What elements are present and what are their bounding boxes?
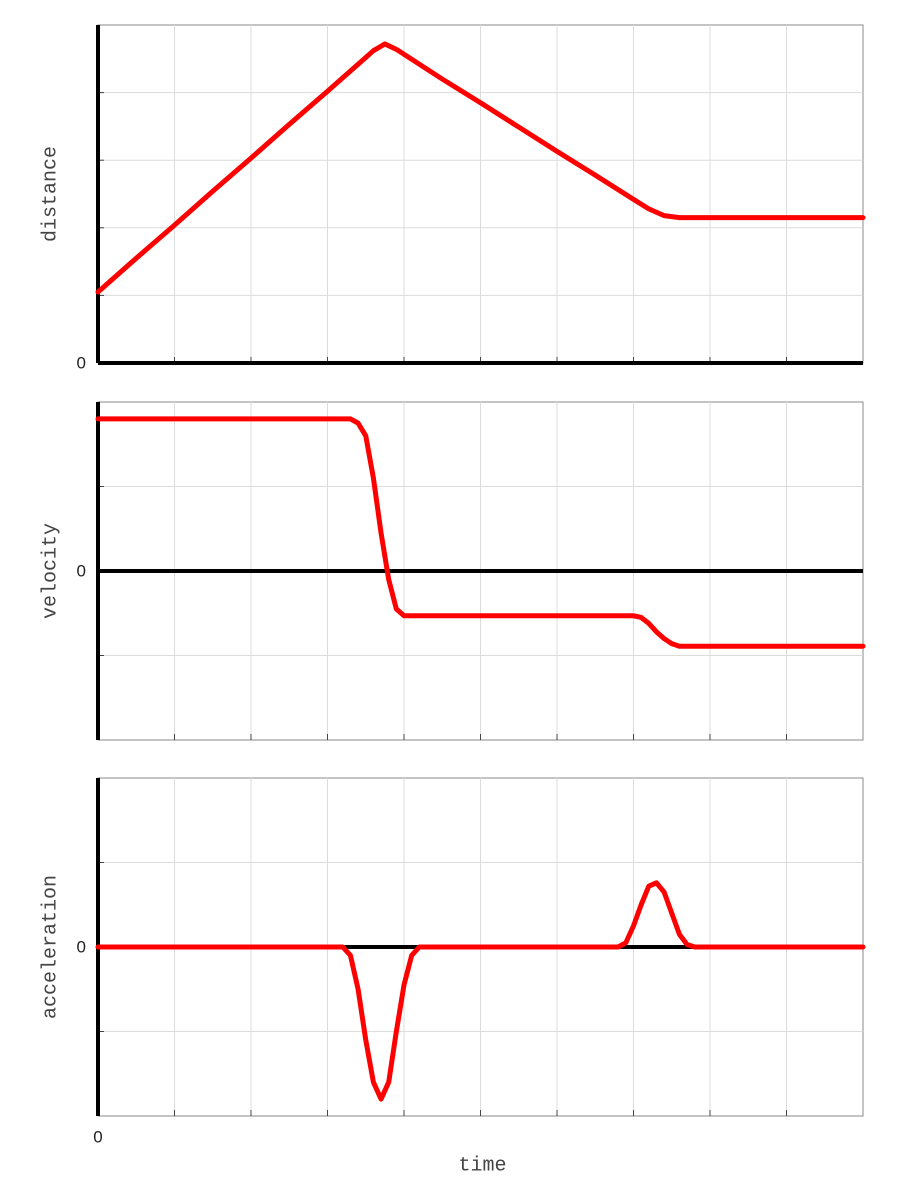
y-tick-label: 0 (77, 561, 86, 580)
data-line (95, 880, 866, 1102)
data-line (95, 41, 866, 295)
data-line (95, 416, 866, 649)
x-tick-label: 0 (93, 1127, 102, 1146)
y-axis-label: velocity (39, 523, 62, 619)
y-axis-label: distance (39, 146, 62, 242)
y-axis-label: acceleration (39, 875, 62, 1019)
x-axis-label: time (458, 1154, 506, 1177)
y-tick-label: 0 (77, 937, 86, 956)
y-tick-label: 0 (77, 353, 86, 372)
